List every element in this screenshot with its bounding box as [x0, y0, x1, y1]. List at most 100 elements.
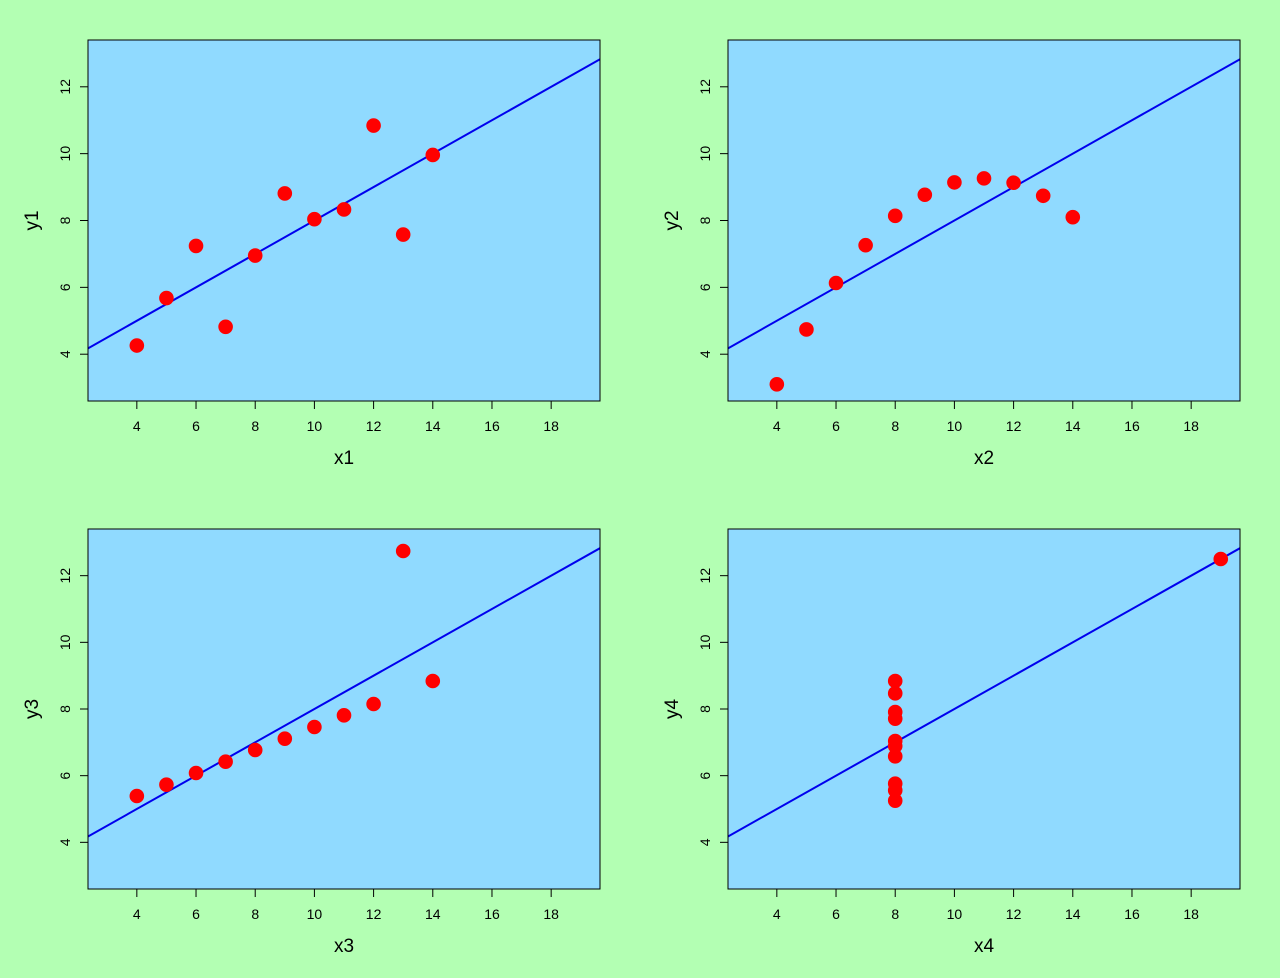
- y-tick-label: 4: [57, 838, 73, 846]
- x-tick-label: 10: [307, 418, 323, 434]
- data-point: [366, 118, 381, 133]
- data-point: [1065, 209, 1081, 225]
- y-axis-title-2: y2: [662, 210, 683, 230]
- regression-line-3: [88, 547, 600, 838]
- x-tick-label: 8: [891, 418, 899, 434]
- data-point: [395, 227, 411, 242]
- panel-1: 4 6 8 10 12 14 16 18 4 6 8 10 12 x1 y1: [22, 39, 601, 469]
- y-tick-label: 8: [697, 216, 713, 224]
- y-tick-label: 12: [57, 79, 73, 95]
- data-point: [828, 275, 844, 291]
- x-tick-label: 14: [425, 418, 441, 434]
- data-point: [366, 696, 381, 712]
- x-tick-label: 6: [192, 906, 200, 922]
- x-tick-label: 10: [947, 418, 963, 434]
- x-tick-label: 10: [947, 906, 963, 922]
- x-axis-title-2: x2: [974, 448, 994, 469]
- x-tick-label: 16: [484, 906, 500, 922]
- panel-4: 4 6 8 10 12 14 16 18 4 6 8 10 12 x4 y4: [662, 528, 1241, 957]
- x-tick-label: 4: [773, 418, 781, 434]
- data-point: [247, 248, 263, 263]
- y-tick-label: 6: [697, 772, 713, 780]
- data-point: [1006, 175, 1021, 191]
- data-point: [799, 322, 814, 337]
- data-point: [887, 673, 903, 689]
- x-tick-label: 16: [1124, 418, 1140, 434]
- y-axis-title-4: y4: [662, 699, 683, 720]
- data-point: [887, 738, 903, 754]
- data-point: [218, 754, 233, 769]
- x-tick-label: 14: [425, 906, 441, 922]
- data-point: [188, 238, 204, 254]
- y-axis-title-1: y1: [22, 210, 43, 230]
- data-point: [769, 376, 785, 392]
- data-point: [887, 704, 903, 720]
- data-point: [976, 171, 992, 186]
- plot-area-2: [728, 40, 1240, 401]
- x-tick-label: 14: [1065, 906, 1081, 922]
- x-tick-label: 18: [1183, 418, 1199, 434]
- data-point: [336, 202, 352, 217]
- x-axis-title-1: x1: [334, 448, 354, 469]
- data-point: [425, 147, 441, 163]
- data-point: [425, 673, 441, 689]
- y-tick-label: 10: [57, 146, 73, 162]
- data-point: [336, 708, 352, 723]
- data-point: [277, 731, 293, 746]
- plot-area-1: [88, 40, 600, 401]
- x-tick-label: 10: [307, 906, 323, 922]
- y-tick-label: 12: [697, 79, 713, 95]
- y-axis-title-3: y3: [22, 699, 43, 719]
- regression-line-4: [728, 547, 1240, 838]
- x-tick-label: 18: [543, 906, 559, 922]
- x-tick-label: 8: [891, 906, 899, 922]
- data-point: [188, 765, 204, 781]
- x-tick-label: 4: [133, 906, 141, 922]
- y-tick-label: 8: [697, 705, 713, 713]
- data-point: [1035, 188, 1051, 204]
- data-point: [129, 788, 145, 804]
- x-tick-label: 12: [366, 418, 382, 434]
- x-axis-title-3: x3: [334, 936, 354, 957]
- y-tick-label: 12: [697, 568, 713, 584]
- data-point: [917, 187, 933, 203]
- data-point: [218, 319, 233, 335]
- regression-line-2: [728, 58, 1240, 350]
- data-point: [1213, 551, 1229, 567]
- y-tick-label: 4: [57, 350, 73, 358]
- y-tick-label: 12: [57, 568, 73, 584]
- x-axis-title-4: x4: [974, 936, 995, 957]
- x-tick-label: 12: [366, 906, 382, 922]
- x-tick-label: 6: [832, 906, 840, 922]
- y-tick-label: 4: [697, 350, 713, 358]
- x-tick-label: 12: [1006, 906, 1022, 922]
- data-point: [307, 211, 322, 227]
- data-point: [887, 783, 903, 798]
- x-tick-label: 18: [543, 418, 559, 434]
- y-tick-label: 10: [697, 146, 713, 162]
- data-point: [129, 338, 145, 353]
- y-tick-label: 6: [697, 283, 713, 291]
- data-point: [247, 742, 263, 758]
- y-tick-label: 10: [57, 634, 73, 650]
- x-tick-label: 8: [251, 418, 259, 434]
- x-tick-label: 16: [484, 418, 500, 434]
- y-tick-label: 8: [57, 216, 73, 224]
- y-tick-label: 4: [697, 838, 713, 846]
- data-point: [277, 186, 293, 201]
- data-point: [887, 208, 903, 224]
- data-point: [159, 290, 174, 306]
- data-point: [159, 777, 174, 792]
- x-tick-label: 4: [133, 418, 141, 434]
- y-tick-label: 10: [697, 634, 713, 650]
- data-point: [887, 686, 903, 701]
- x-tick-label: 12: [1006, 418, 1022, 434]
- x-tick-label: 18: [1183, 906, 1199, 922]
- plot-area-4: [728, 529, 1240, 889]
- panel-2: 4 6 8 10 12 14 16 18 4 6 8 10 12 x2 y2: [662, 39, 1241, 469]
- data-point: [307, 719, 322, 735]
- x-tick-label: 6: [832, 418, 840, 434]
- data-point: [858, 237, 873, 253]
- x-tick-label: 8: [251, 906, 259, 922]
